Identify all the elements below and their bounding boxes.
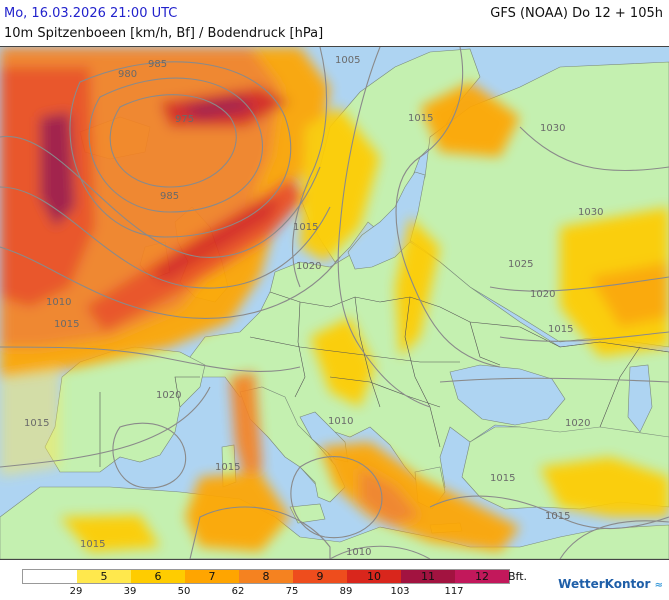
isobar-label: 1015 — [490, 473, 515, 484]
date-time: Mo, 16.03.2026 21:00 UTC — [4, 6, 178, 21]
legend-ticks: 29 39 50 62 75 89 103 117 — [22, 586, 522, 598]
isobar-label: 1015 — [24, 418, 49, 429]
isobar-label: 1020 — [565, 418, 590, 429]
isobars — [0, 47, 669, 559]
legend-tick: 89 — [339, 586, 353, 597]
legend-tick: 29 — [69, 586, 83, 597]
legend-segment: 5 — [77, 570, 131, 583]
parameter-title: 10m Spitzenboeen [km/h, Bf] / Bodendruck… — [4, 26, 324, 41]
legend-unit: Bft. — [508, 570, 528, 583]
isobar-label: 1030 — [540, 123, 565, 134]
land-north-africa — [0, 486, 669, 559]
legend-color-bar: 5 6 7 8 9 10 11 12 — [22, 569, 510, 584]
legend-tick: 75 — [285, 586, 299, 597]
isobar-label: 1015 — [293, 222, 318, 233]
isobar-label: 1020 — [296, 261, 321, 272]
isobar-label: 1015 — [548, 324, 573, 335]
legend-segment: 9 — [293, 570, 347, 583]
country-borders — [99, 291, 669, 467]
legend-tick: 62 — [231, 586, 245, 597]
isobar-label: 1020 — [530, 289, 555, 300]
legend-tick: 39 — [123, 586, 137, 597]
brand-name: WetterKontor — [558, 577, 651, 591]
isobar-label: 1010 — [346, 547, 371, 558]
land-sicily — [289, 503, 326, 524]
model-run: GFS (NOAA) Do 12 + 105h — [490, 6, 663, 21]
land-iberia — [44, 346, 206, 473]
legend-tick: 117 — [444, 586, 464, 597]
legend-tick: 50 — [177, 586, 191, 597]
legend-segment: 7 — [185, 570, 239, 583]
legend: 5 6 7 8 9 10 11 12 Bft. 29 39 50 62 75 8… — [22, 569, 527, 599]
isobar-label: 1020 — [156, 390, 181, 401]
isobar-label: 975 — [175, 114, 194, 125]
land-italy — [239, 386, 346, 503]
isobar-label: 1015 — [408, 113, 433, 124]
legend-tick: 103 — [390, 586, 410, 597]
legend-segment: 8 — [239, 570, 293, 583]
legend-segment: 10 — [347, 570, 401, 583]
legend-segment: 12 — [455, 570, 509, 583]
isobar-label: 1010 — [328, 416, 353, 427]
isobar-label: 1015 — [545, 511, 570, 522]
legend-segment: 11 — [401, 570, 455, 583]
caspian-sea — [627, 364, 653, 433]
isobar-label: 980 — [118, 69, 137, 80]
wave-icon: ≈ — [654, 580, 663, 591]
isobar-label: 1015 — [54, 319, 79, 330]
isobar-labels: 1005 1015 1030 980 985 975 985 1015 1020… — [24, 55, 603, 558]
isobar-label: 1025 — [508, 259, 533, 270]
isobar-label: 1015 — [215, 462, 240, 473]
legend-segment: 6 — [131, 570, 185, 583]
isobar-label: 1005 — [335, 55, 360, 66]
isobar-label: 1015 — [80, 539, 105, 550]
brand-logo[interactable]: WetterKontor ≈ — [558, 577, 663, 591]
weather-map[interactable]: 1005 1015 1030 980 985 975 985 1015 1020… — [0, 46, 669, 560]
isobar-label: 985 — [160, 191, 179, 202]
isobar-label: 985 — [148, 59, 167, 70]
map-canvas: 1005 1015 1030 980 985 975 985 1015 1020… — [0, 47, 669, 559]
legend-segment — [23, 570, 77, 583]
isobar-label: 1010 — [46, 297, 71, 308]
isobar-label: 1030 — [578, 207, 603, 218]
